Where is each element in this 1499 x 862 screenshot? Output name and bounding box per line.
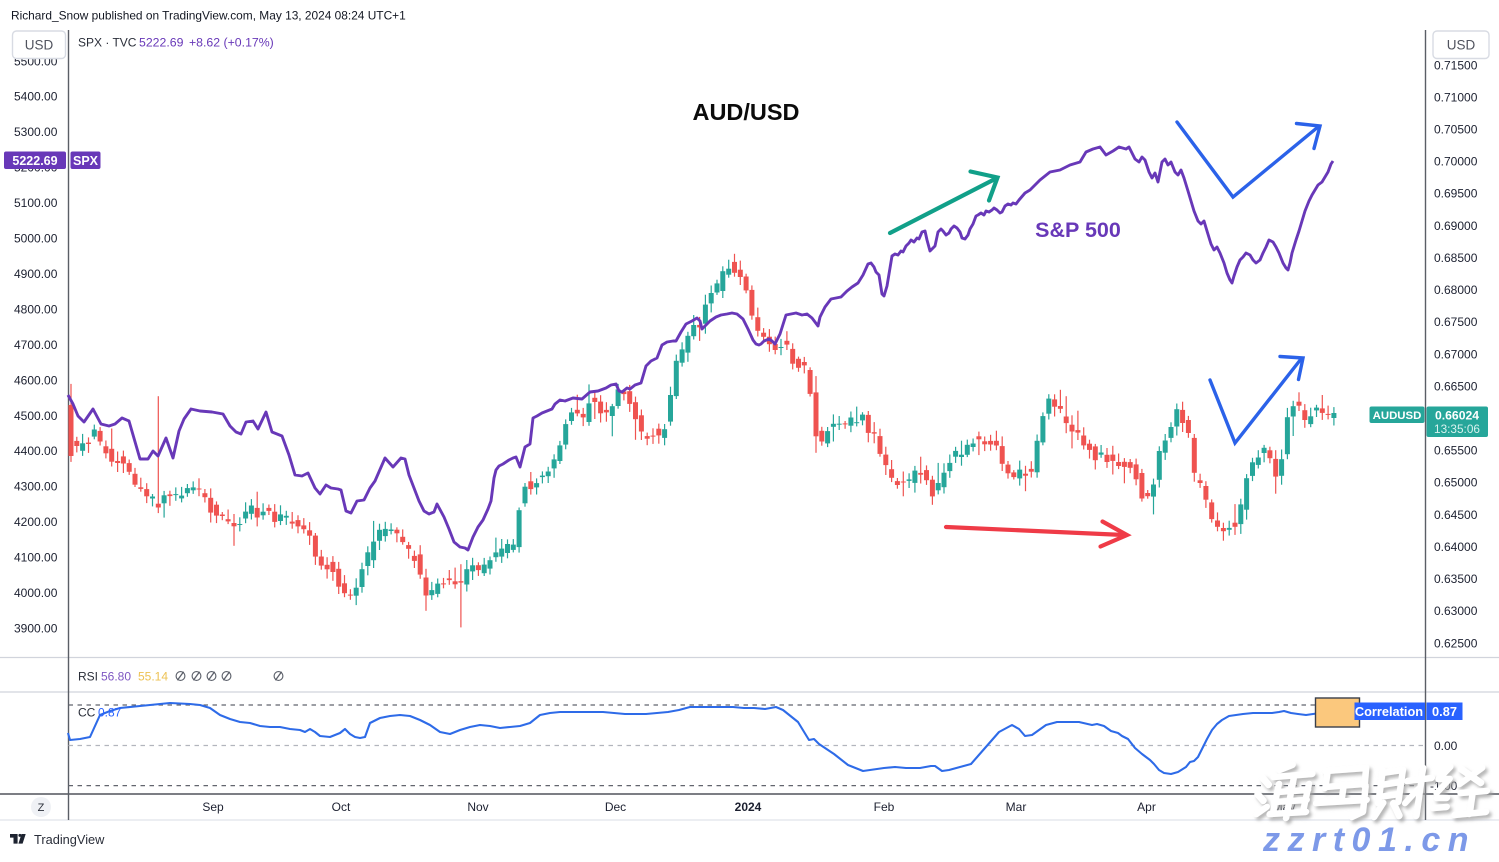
svg-text:13:35:06: 13:35:06	[1434, 422, 1480, 436]
svg-text:4600.00: 4600.00	[14, 373, 58, 387]
svg-text:5400.00: 5400.00	[14, 90, 58, 104]
svg-text:Feb: Feb	[874, 800, 895, 814]
svg-text:AUDUSD: AUDUSD	[1373, 410, 1422, 422]
svg-text:2024: 2024	[735, 800, 762, 814]
svg-text:Oct: Oct	[332, 800, 351, 814]
svg-text:0.70000: 0.70000	[1434, 155, 1478, 169]
svg-text:SPX: SPX	[73, 154, 99, 168]
svg-text:Richard_Snow published on Trad: Richard_Snow published on TradingView.co…	[11, 8, 406, 22]
svg-text:CC: CC	[78, 706, 96, 720]
svg-text:0.66500: 0.66500	[1434, 379, 1478, 393]
svg-text:Correlation: Correlation	[1355, 704, 1423, 719]
svg-text:5000.00: 5000.00	[14, 232, 58, 246]
svg-text:0.65500: 0.65500	[1434, 444, 1478, 458]
svg-text:5222.69: 5222.69	[12, 154, 57, 168]
svg-text:56.80: 56.80	[101, 670, 131, 684]
svg-text:4700.00: 4700.00	[14, 338, 58, 352]
svg-text:4400.00: 4400.00	[14, 444, 58, 458]
svg-text:0.87: 0.87	[98, 706, 122, 720]
svg-text:4200.00: 4200.00	[14, 515, 58, 529]
svg-text:0.68000: 0.68000	[1434, 283, 1478, 297]
svg-text:4000.00: 4000.00	[14, 586, 58, 600]
svg-text:4500.00: 4500.00	[14, 409, 58, 423]
svg-text:USD: USD	[25, 38, 54, 53]
svg-text:0.69500: 0.69500	[1434, 187, 1478, 201]
svg-text:USD: USD	[1447, 38, 1476, 53]
svg-text:4800.00: 4800.00	[14, 302, 58, 316]
svg-text:zzrt01.cn: zzrt01.cn	[1262, 821, 1476, 857]
svg-text:Sep: Sep	[202, 800, 224, 814]
svg-text:4300.00: 4300.00	[14, 480, 58, 494]
svg-text:Nov: Nov	[467, 800, 488, 814]
svg-text:55.14: 55.14	[138, 670, 168, 684]
svg-text:0.00: 0.00	[1434, 739, 1458, 753]
svg-text:0.71500: 0.71500	[1434, 58, 1478, 72]
svg-text:4100.00: 4100.00	[14, 551, 58, 565]
svg-text:0.63000: 0.63000	[1434, 604, 1478, 618]
svg-text:0.87: 0.87	[1432, 704, 1457, 719]
svg-text:S&P 500: S&P 500	[1035, 218, 1121, 242]
svg-text:RSI: RSI	[78, 670, 98, 684]
svg-text:5222.69: 5222.69	[139, 36, 184, 50]
svg-text:Apr: Apr	[1137, 800, 1156, 814]
svg-text:Z: Z	[38, 802, 45, 814]
svg-text:Dec: Dec	[605, 800, 626, 814]
svg-text:0.70500: 0.70500	[1434, 123, 1478, 137]
svg-text:SPX · TVC: SPX · TVC	[78, 36, 137, 50]
svg-text:Mar: Mar	[1006, 800, 1027, 814]
svg-text:5300.00: 5300.00	[14, 125, 58, 139]
svg-text:5100.00: 5100.00	[14, 196, 58, 210]
svg-text:4900.00: 4900.00	[14, 267, 58, 281]
svg-text:0.67000: 0.67000	[1434, 347, 1478, 361]
svg-text:3900.00: 3900.00	[14, 622, 58, 636]
svg-text:0.64500: 0.64500	[1434, 508, 1478, 522]
svg-text:0.69000: 0.69000	[1434, 219, 1478, 233]
svg-text:0.68500: 0.68500	[1434, 251, 1478, 265]
svg-text:0.62500: 0.62500	[1434, 636, 1478, 650]
svg-text:+8.62 (+0.17%): +8.62 (+0.17%)	[189, 36, 274, 50]
svg-text:TradingView: TradingView	[34, 832, 105, 847]
svg-text:0.65000: 0.65000	[1434, 476, 1478, 490]
svg-text:0.71000: 0.71000	[1434, 90, 1478, 104]
svg-text:0.63500: 0.63500	[1434, 572, 1478, 586]
svg-text:0.64000: 0.64000	[1434, 540, 1478, 554]
svg-text:AUD/USD: AUD/USD	[692, 99, 799, 125]
svg-text:0.67500: 0.67500	[1434, 315, 1478, 329]
svg-text:0.66024: 0.66024	[1435, 409, 1479, 423]
